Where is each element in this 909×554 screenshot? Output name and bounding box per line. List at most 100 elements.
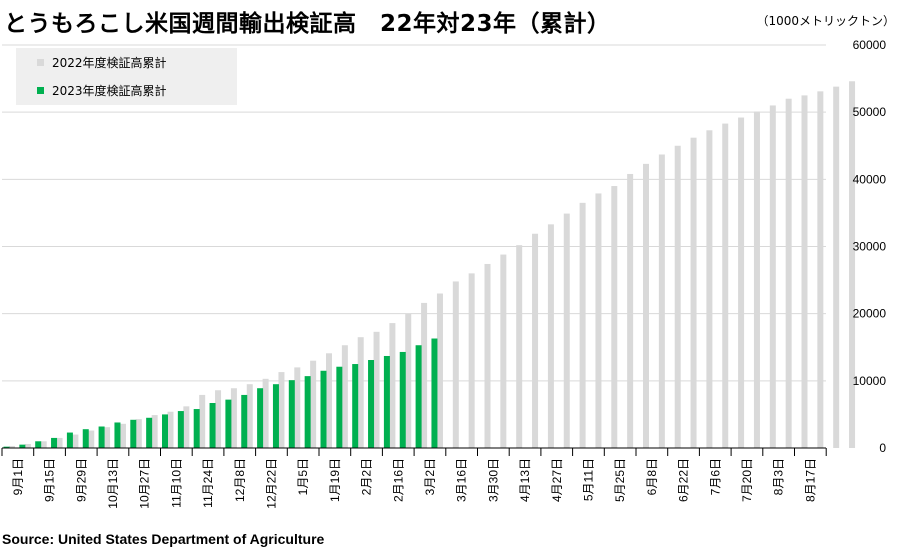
bar-2023 [383,355,390,448]
bar-2022 [167,411,174,448]
bar-2023 [3,446,10,448]
bar-2023 [304,376,311,448]
y-tick-label: 40000 [853,172,887,186]
legend-label-2022: 2022年度検証高累計 [52,56,167,70]
x-tick-label: 7月20日 [740,458,754,502]
bar-2023 [257,388,264,448]
bar-2022 [341,345,348,448]
bar-2023 [177,411,184,448]
bar-2022 [769,105,776,448]
bar-2022 [9,445,15,448]
legend-swatch-2022 [37,59,44,66]
bar-2022 [373,331,380,448]
y-tick-labels: 0 10000 20000 30000 40000 50000 60000 [853,38,887,455]
bar-2023 [35,441,42,448]
bar-2022 [88,430,95,448]
source-note: Source: United States Department of Agri… [2,531,325,547]
x-tick-label: 6月22日 [677,458,691,502]
x-tick-label: 9月29日 [74,458,88,502]
bar-2022 [833,86,840,448]
bar-2022 [595,193,602,448]
x-tick-label: 4月13日 [518,458,532,502]
bar-2022 [278,372,285,448]
unit-label: （1000メトリックトン） [756,14,895,28]
bar-2022 [532,233,539,448]
bar-2023 [19,444,26,448]
x-tick-label: 3月30日 [486,458,500,502]
bar-2022 [262,378,269,448]
bar-2023 [130,419,137,448]
bar-2023 [415,345,422,448]
x-tick-label: 7月6日 [708,458,722,495]
bar-2023 [146,417,153,448]
x-tick-label: 11月10日 [169,458,183,508]
x-tick-label: 2月16日 [391,458,405,502]
bar-2022 [135,419,142,448]
bar-2022 [452,281,459,448]
bar-2022 [801,95,808,448]
x-tick-label: 11月24日 [201,458,215,508]
axes [1,447,827,456]
x-tick-label: 1月5日 [296,458,310,495]
y-tick-label: 10000 [853,374,887,388]
bar-2023 [162,414,168,448]
bar-2022 [547,224,554,448]
bar-2023 [336,366,343,448]
x-tick-label: 5月11日 [581,458,595,501]
legend: 2022年度検証高累計 2023年度検証高累計 [16,48,237,105]
bar-2022 [389,323,396,448]
bar-2022 [706,130,713,448]
legend-label-2023: 2023年度検証高累計 [52,84,167,98]
bar-2022 [690,137,697,448]
bar-2022 [310,360,317,448]
bar-2022 [357,337,364,448]
bar-2023 [288,380,295,448]
x-tick-label: 12月22日 [264,458,278,509]
bar-2022 [215,390,222,448]
x-tick-label: 3月16日 [455,458,469,502]
bar-2022 [119,423,126,448]
bar-2022 [785,98,792,448]
bar-2023 [98,426,105,448]
bar-2022 [484,263,491,448]
x-tick-label: 10月13日 [106,458,120,509]
bar-2023 [114,422,121,448]
bar-2023 [431,338,438,448]
x-tick-label: 8月3日 [772,458,786,495]
bar-2023 [66,432,73,448]
bar-2023 [352,364,359,448]
legend-swatch-2023 [37,87,44,94]
bar-2023 [209,402,216,448]
bar-2023 [272,384,279,448]
bar-2023 [241,394,248,448]
series-2022-bars [9,81,856,449]
bar-2022 [72,434,79,448]
bar-2022 [436,293,443,448]
bar-2022 [563,213,570,448]
bar-2022 [849,81,856,449]
bar-2023 [51,437,58,448]
x-tick-label: 12月8日 [233,458,247,502]
x-tick-label: 9月15日 [43,458,57,502]
x-tick-label: 6月8日 [645,458,659,495]
x-tick-label: 5月25日 [613,458,627,502]
chart-title: とうもろこし米国週間輸出検証高 22年対23年（累計） [4,11,611,37]
bar-2022 [151,415,158,448]
bar-2022 [104,427,111,448]
series-2023-bars [3,338,438,448]
bar-2022 [294,367,301,448]
x-tick-label: 10月27日 [138,458,152,509]
bar-2022 [627,173,634,448]
bar-2022 [817,91,824,448]
bar-2023 [368,360,375,448]
bar-2022 [40,441,47,448]
x-tick-labels: 9月1日 9月15日 9月29日 10月13日 10月27日 11月10日 11月24日 12… [11,458,817,509]
bar-2022 [674,145,681,448]
x-tick-label: 1月19日 [328,458,342,502]
bar-2022 [24,443,31,448]
x-tick-label: 4月27日 [550,458,564,502]
x-tick-label: 3月2日 [423,458,437,495]
bar-2022 [199,394,206,448]
bar-2022 [421,302,428,448]
